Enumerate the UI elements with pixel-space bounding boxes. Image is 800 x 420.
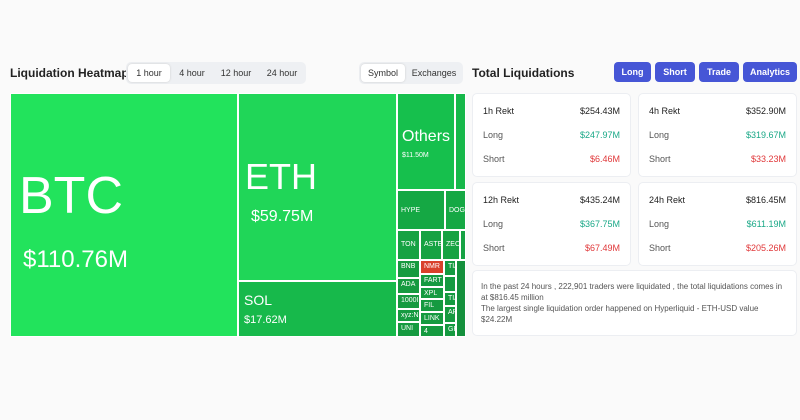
button[interactable]: Long <box>614 62 651 82</box>
summary-text: In the past 24 hours , 222,901 traders w… <box>481 282 783 302</box>
tile[interactable]: BNB <box>397 260 420 278</box>
tile[interactable] <box>460 230 466 260</box>
card-value: $352.90M <box>745 106 786 116</box>
summary-card: In the past 24 hours , 222,901 traders w… <box>472 270 797 336</box>
tab[interactable]: 1 hour <box>128 64 170 82</box>
tile[interactable]: 4 <box>420 325 444 337</box>
summary-text: The largest single liquidation order hap… <box>481 304 759 324</box>
card-value: $254.43M <box>579 106 620 116</box>
card-value: $367.75M <box>579 219 620 229</box>
tile[interactable]: NMR <box>420 260 444 274</box>
tile[interactable]: ADA <box>397 278 420 294</box>
tab[interactable]: 24 hour <box>266 68 298 78</box>
card-label: Long <box>483 130 504 140</box>
heatmap-title: Liquidation Heatmap <box>10 66 129 80</box>
card-label: 12h Rekt <box>483 195 520 205</box>
card-label: Long <box>649 219 670 229</box>
tile-amount: $17.62M <box>244 314 287 326</box>
tile-amount: $110.76M <box>23 246 128 273</box>
card-value: $611.19M <box>746 219 786 229</box>
tile[interactable]: HYPE <box>397 190 445 230</box>
tile[interactable]: LINK <box>420 312 444 325</box>
tile[interactable]: xyz:N <box>397 309 420 322</box>
tab[interactable]: Symbol <box>361 64 405 82</box>
button[interactable]: Trade <box>699 62 739 82</box>
tile-amount: $59.75M <box>251 208 314 225</box>
card-value: $816.45M <box>745 195 786 205</box>
card-label: Short <box>649 243 671 253</box>
tile-symbol: BTC <box>19 167 123 225</box>
rekt-card: 12h Rekt $435.24M Long $367.75M Short $67.49M <box>472 182 631 266</box>
time-tabs: 1 hour 4 hour 12 hour 24 hour <box>126 62 306 84</box>
card-value: $67.49M <box>584 243 620 253</box>
card-value: $435.24M <box>579 195 620 205</box>
button[interactable]: Analytics <box>743 62 797 82</box>
card-value: $205.26M <box>745 243 786 253</box>
tile-symbol: ETH <box>245 156 317 197</box>
card-label: Long <box>649 130 670 140</box>
tile[interactable]: GR <box>444 323 456 337</box>
tile[interactable]: ETH $59.75M <box>238 93 397 281</box>
tile[interactable] <box>455 93 466 190</box>
view-tabs: Symbol Exchanges <box>359 62 463 84</box>
card-label: Long <box>483 219 504 229</box>
tile-symbol: SOL <box>244 292 273 308</box>
tile[interactable]: BTC $110.76M <box>10 93 238 337</box>
tile[interactable] <box>444 276 456 292</box>
tile[interactable]: TON <box>397 230 420 260</box>
tile[interactable]: UNI <box>397 322 420 337</box>
tile[interactable]: SOL $17.62M <box>238 281 397 337</box>
tile[interactable]: 1000I <box>397 294 420 309</box>
rekt-card: 24h Rekt $816.45M Long $611.19M Short $205.26… <box>638 182 797 266</box>
tile[interactable]: TIA <box>444 260 456 276</box>
tab[interactable]: 12 hour <box>220 68 252 78</box>
tile[interactable]: TIA <box>444 292 456 306</box>
tile[interactable]: Others $11.50M <box>397 93 455 190</box>
tile[interactable]: FIL <box>420 299 444 312</box>
card-label: 1h Rekt <box>483 106 515 116</box>
card-label: Short <box>649 154 671 164</box>
rekt-card: 4h Rekt $352.90M Long $319.67M Short $33.23M <box>638 93 797 177</box>
tile[interactable]: ZEC <box>442 230 460 260</box>
total-title: Total Liquidations <box>472 66 575 80</box>
card-value: $33.23M <box>750 154 786 164</box>
card-value: $247.97M <box>579 130 620 140</box>
tab[interactable]: 4 hour <box>179 68 205 78</box>
card-value: $319.67M <box>745 130 786 140</box>
tile[interactable] <box>456 260 466 337</box>
card-label: 24h Rekt <box>649 195 686 205</box>
card-label: Short <box>483 154 505 164</box>
card-label: 4h Rekt <box>649 106 681 116</box>
button[interactable]: Short <box>655 62 695 82</box>
tile-amount: $11.50M <box>402 152 429 159</box>
tile[interactable]: ARE <box>444 306 456 323</box>
tab[interactable]: Exchanges <box>411 68 457 78</box>
tile[interactable]: DOGE <box>445 190 466 230</box>
card-label: Short <box>483 243 505 253</box>
tile-symbol: Others <box>402 128 451 145</box>
tile[interactable]: ASTE <box>420 230 442 260</box>
tile[interactable]: XPL <box>420 287 444 299</box>
heatmap: BTC $110.76M ETH $59.75M SOL $17.62M Oth… <box>10 93 466 337</box>
rekt-card: 1h Rekt $254.43M Long $247.97M Short $6.46M <box>472 93 631 177</box>
tile[interactable]: FART <box>420 274 444 287</box>
card-value: $6.46M <box>589 154 620 164</box>
